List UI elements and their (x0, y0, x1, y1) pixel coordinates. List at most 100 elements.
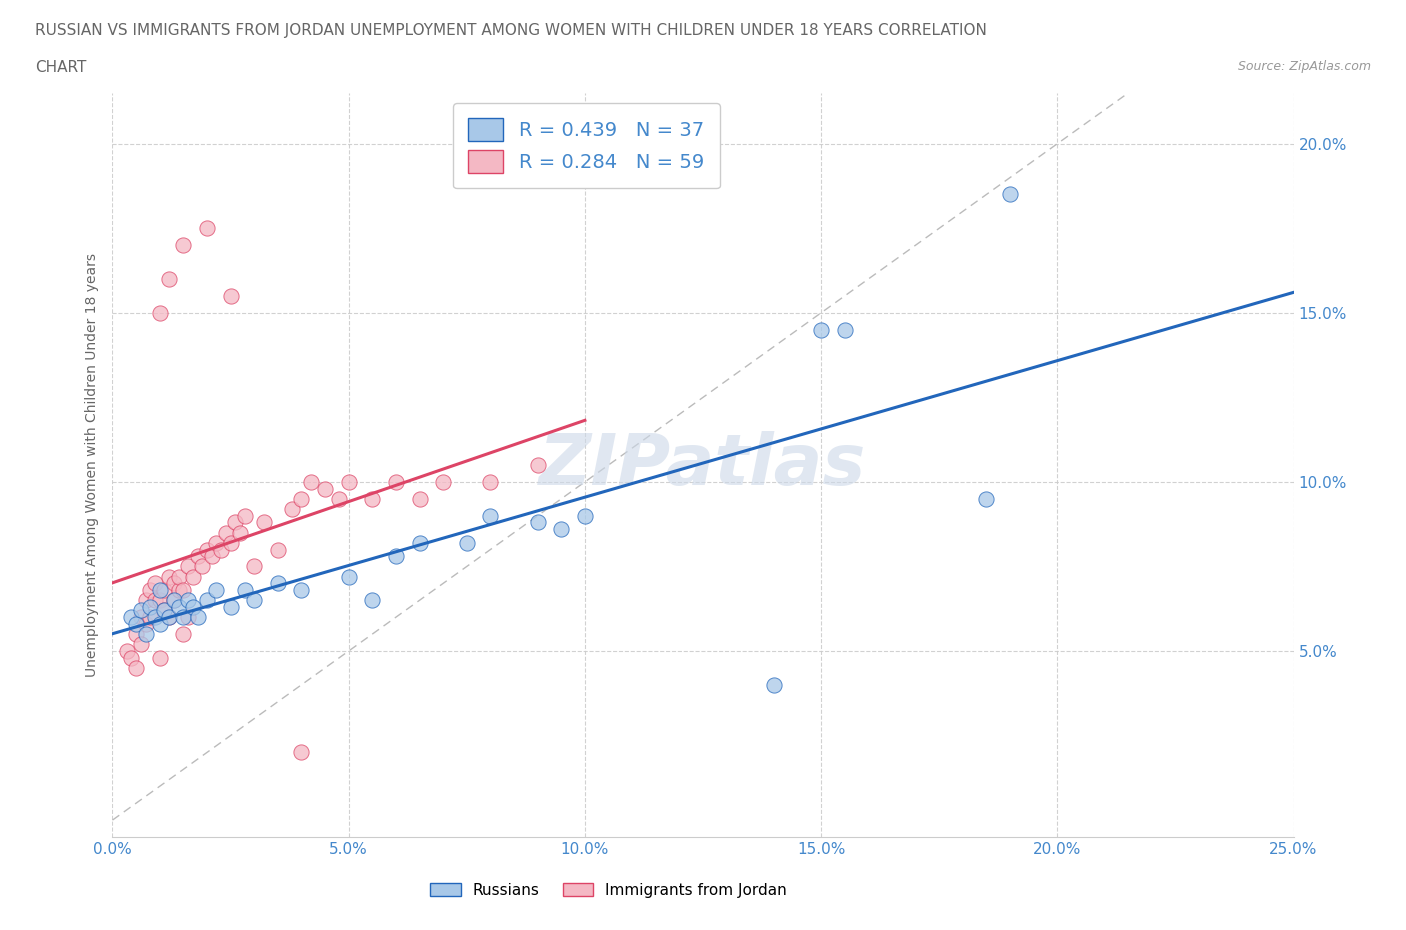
Point (219, 536, 242, 551)
Text: RUSSIAN VS IMMIGRANTS FROM JORDAN UNEMPLOYMENT AMONG WOMEN WITH CHILDREN UNDER 1: RUSSIAN VS IMMIGRANTS FROM JORDAN UNEMPL… (35, 23, 987, 38)
Point (157, 610, 180, 625)
Point (209, 542, 232, 557)
Point (129, 603, 152, 618)
Point (205, 536, 228, 551)
Text: ZIPatlas: ZIPatlas (540, 431, 866, 499)
Point (125, 660, 148, 675)
Point (149, 617, 172, 631)
Point (129, 637, 152, 652)
Point (976, 491, 998, 506)
Point (834, 323, 856, 338)
Point (810, 323, 832, 338)
Point (229, 525, 252, 540)
Point (139, 600, 162, 615)
Point (186, 549, 208, 564)
Point (550, 522, 572, 537)
Point (163, 576, 186, 591)
Y-axis label: Unemployment Among Women with Children Under 18 years: Unemployment Among Women with Children U… (84, 253, 98, 677)
Text: CHART: CHART (35, 60, 87, 75)
Point (290, 583, 312, 598)
Point (233, 583, 256, 598)
Point (205, 583, 228, 598)
Point (153, 603, 176, 618)
Point (408, 536, 430, 551)
Point (143, 592, 166, 607)
Point (149, 650, 172, 665)
Point (361, 491, 384, 506)
Point (233, 509, 256, 524)
Point (479, 474, 502, 489)
Point (135, 627, 157, 642)
Point (337, 569, 360, 584)
Point (408, 491, 430, 506)
Point (149, 583, 172, 598)
Legend: Russians, Immigrants from Jordan: Russians, Immigrants from Jordan (423, 876, 793, 904)
Point (120, 610, 142, 625)
Point (125, 627, 148, 642)
Point (120, 650, 142, 665)
Point (337, 474, 360, 489)
Point (243, 559, 266, 574)
Point (574, 509, 596, 524)
Point (432, 474, 454, 489)
Point (195, 592, 218, 607)
Text: Source: ZipAtlas.com: Source: ZipAtlas.com (1237, 60, 1371, 73)
Point (243, 592, 266, 607)
Point (172, 627, 194, 642)
Point (456, 536, 478, 551)
Point (157, 610, 180, 625)
Point (135, 617, 157, 631)
Point (224, 515, 246, 530)
Point (163, 592, 186, 607)
Point (125, 617, 148, 631)
Point (201, 549, 224, 564)
Point (328, 491, 350, 506)
Point (177, 592, 200, 607)
Point (186, 610, 208, 625)
Point (181, 600, 204, 615)
Point (526, 458, 548, 472)
Point (290, 745, 312, 760)
Point (361, 592, 384, 607)
Point (172, 610, 194, 625)
Point (149, 305, 172, 320)
Point (143, 576, 166, 591)
Point (143, 610, 166, 625)
Point (299, 474, 322, 489)
Point (998, 187, 1021, 202)
Point (135, 592, 157, 607)
Point (290, 491, 312, 506)
Point (526, 515, 548, 530)
Point (219, 600, 242, 615)
Point (153, 583, 176, 598)
Point (219, 288, 242, 303)
Point (281, 501, 304, 516)
Point (385, 549, 408, 564)
Point (195, 220, 218, 235)
Point (177, 610, 200, 625)
Point (172, 238, 194, 253)
Point (163, 592, 186, 607)
Point (479, 509, 502, 524)
Point (172, 583, 194, 598)
Point (762, 677, 785, 692)
Point (129, 610, 152, 625)
Point (177, 559, 200, 574)
Point (157, 569, 180, 584)
Point (191, 559, 214, 574)
Point (167, 569, 190, 584)
Point (139, 610, 162, 625)
Point (385, 474, 408, 489)
Point (157, 272, 180, 286)
Point (314, 481, 336, 496)
Point (149, 592, 172, 607)
Point (167, 600, 190, 615)
Point (139, 583, 162, 598)
Point (167, 583, 190, 598)
Point (253, 515, 276, 530)
Point (181, 569, 204, 584)
Point (267, 576, 290, 591)
Point (195, 542, 218, 557)
Point (215, 525, 238, 540)
Point (115, 644, 138, 658)
